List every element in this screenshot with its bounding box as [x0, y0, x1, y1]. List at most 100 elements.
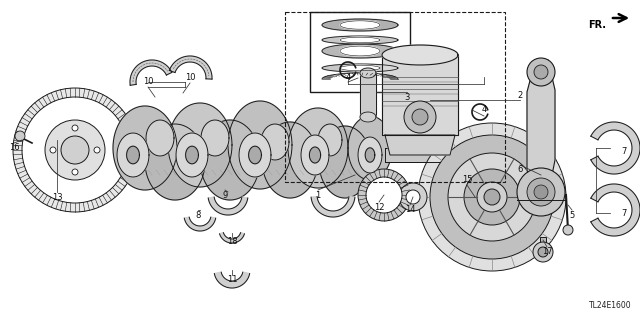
- Circle shape: [358, 169, 410, 221]
- Text: 10: 10: [143, 78, 153, 86]
- Polygon shape: [208, 197, 248, 215]
- Circle shape: [477, 182, 507, 212]
- Text: 3: 3: [404, 93, 410, 101]
- Text: 9: 9: [222, 190, 228, 199]
- Text: 1: 1: [316, 191, 321, 201]
- Circle shape: [527, 178, 555, 206]
- Circle shape: [534, 185, 548, 199]
- Polygon shape: [309, 147, 321, 163]
- Circle shape: [533, 242, 553, 262]
- Circle shape: [366, 177, 402, 213]
- Circle shape: [534, 65, 548, 79]
- Polygon shape: [348, 116, 392, 180]
- Polygon shape: [170, 56, 212, 79]
- Polygon shape: [200, 120, 260, 200]
- Polygon shape: [127, 146, 140, 164]
- Text: 15: 15: [461, 175, 472, 184]
- Polygon shape: [360, 73, 376, 117]
- Circle shape: [399, 183, 427, 211]
- Bar: [385, 148, 440, 162]
- Circle shape: [45, 120, 105, 180]
- Polygon shape: [261, 124, 289, 160]
- Polygon shape: [360, 68, 376, 78]
- Text: 13: 13: [52, 192, 62, 202]
- Polygon shape: [527, 60, 555, 200]
- Polygon shape: [382, 45, 458, 65]
- Polygon shape: [358, 137, 382, 173]
- Text: TL24E1600: TL24E1600: [589, 301, 632, 310]
- Circle shape: [517, 168, 565, 216]
- Polygon shape: [322, 44, 398, 58]
- Polygon shape: [248, 146, 261, 164]
- Circle shape: [412, 109, 428, 125]
- Circle shape: [430, 135, 554, 259]
- Text: 6: 6: [517, 166, 523, 174]
- Circle shape: [563, 225, 573, 235]
- Circle shape: [418, 123, 566, 271]
- Text: 16: 16: [9, 144, 19, 152]
- Text: 14: 14: [404, 205, 415, 214]
- Text: 17: 17: [541, 248, 552, 256]
- Circle shape: [406, 190, 420, 204]
- Circle shape: [13, 88, 137, 212]
- Text: 7: 7: [621, 209, 627, 218]
- Polygon shape: [340, 65, 380, 71]
- Circle shape: [22, 97, 128, 203]
- Polygon shape: [319, 126, 371, 198]
- Polygon shape: [214, 272, 250, 288]
- Polygon shape: [591, 122, 640, 174]
- Polygon shape: [340, 46, 380, 56]
- Circle shape: [404, 101, 436, 133]
- Text: 11: 11: [227, 276, 237, 285]
- Text: 7: 7: [621, 147, 627, 157]
- Polygon shape: [220, 233, 244, 243]
- Text: 4: 4: [346, 72, 351, 81]
- Polygon shape: [168, 103, 232, 187]
- Polygon shape: [117, 133, 149, 177]
- Circle shape: [50, 147, 56, 153]
- Polygon shape: [184, 217, 216, 231]
- Polygon shape: [113, 106, 177, 190]
- Polygon shape: [340, 21, 380, 29]
- Text: 8: 8: [195, 211, 201, 219]
- Bar: [285, 12, 505, 182]
- Text: 10: 10: [185, 73, 195, 83]
- Circle shape: [484, 189, 500, 205]
- Polygon shape: [130, 60, 172, 85]
- Bar: [540, 237, 546, 247]
- Circle shape: [61, 136, 89, 164]
- Polygon shape: [322, 19, 398, 31]
- Polygon shape: [186, 146, 198, 164]
- Polygon shape: [311, 197, 355, 217]
- Circle shape: [538, 247, 548, 257]
- Polygon shape: [146, 120, 174, 156]
- Circle shape: [527, 58, 555, 86]
- Polygon shape: [591, 184, 640, 236]
- Circle shape: [448, 153, 536, 241]
- Polygon shape: [201, 120, 229, 156]
- Text: 5: 5: [570, 211, 575, 219]
- Polygon shape: [145, 124, 205, 200]
- Polygon shape: [365, 148, 375, 162]
- Circle shape: [72, 169, 78, 175]
- Circle shape: [72, 125, 78, 131]
- Polygon shape: [322, 36, 398, 44]
- Bar: [310, 12, 410, 92]
- Polygon shape: [262, 122, 318, 198]
- Text: 4: 4: [481, 106, 486, 115]
- Polygon shape: [301, 135, 329, 175]
- Circle shape: [94, 147, 100, 153]
- Circle shape: [15, 131, 25, 141]
- Text: 18: 18: [227, 238, 237, 247]
- Polygon shape: [228, 101, 292, 189]
- Polygon shape: [318, 124, 342, 156]
- Polygon shape: [322, 64, 398, 72]
- Polygon shape: [360, 112, 376, 122]
- Text: 2: 2: [517, 91, 523, 100]
- Polygon shape: [176, 133, 208, 177]
- Polygon shape: [382, 55, 458, 135]
- Polygon shape: [288, 108, 348, 188]
- Text: FR.: FR.: [588, 20, 606, 30]
- Polygon shape: [385, 135, 455, 155]
- Polygon shape: [239, 133, 271, 177]
